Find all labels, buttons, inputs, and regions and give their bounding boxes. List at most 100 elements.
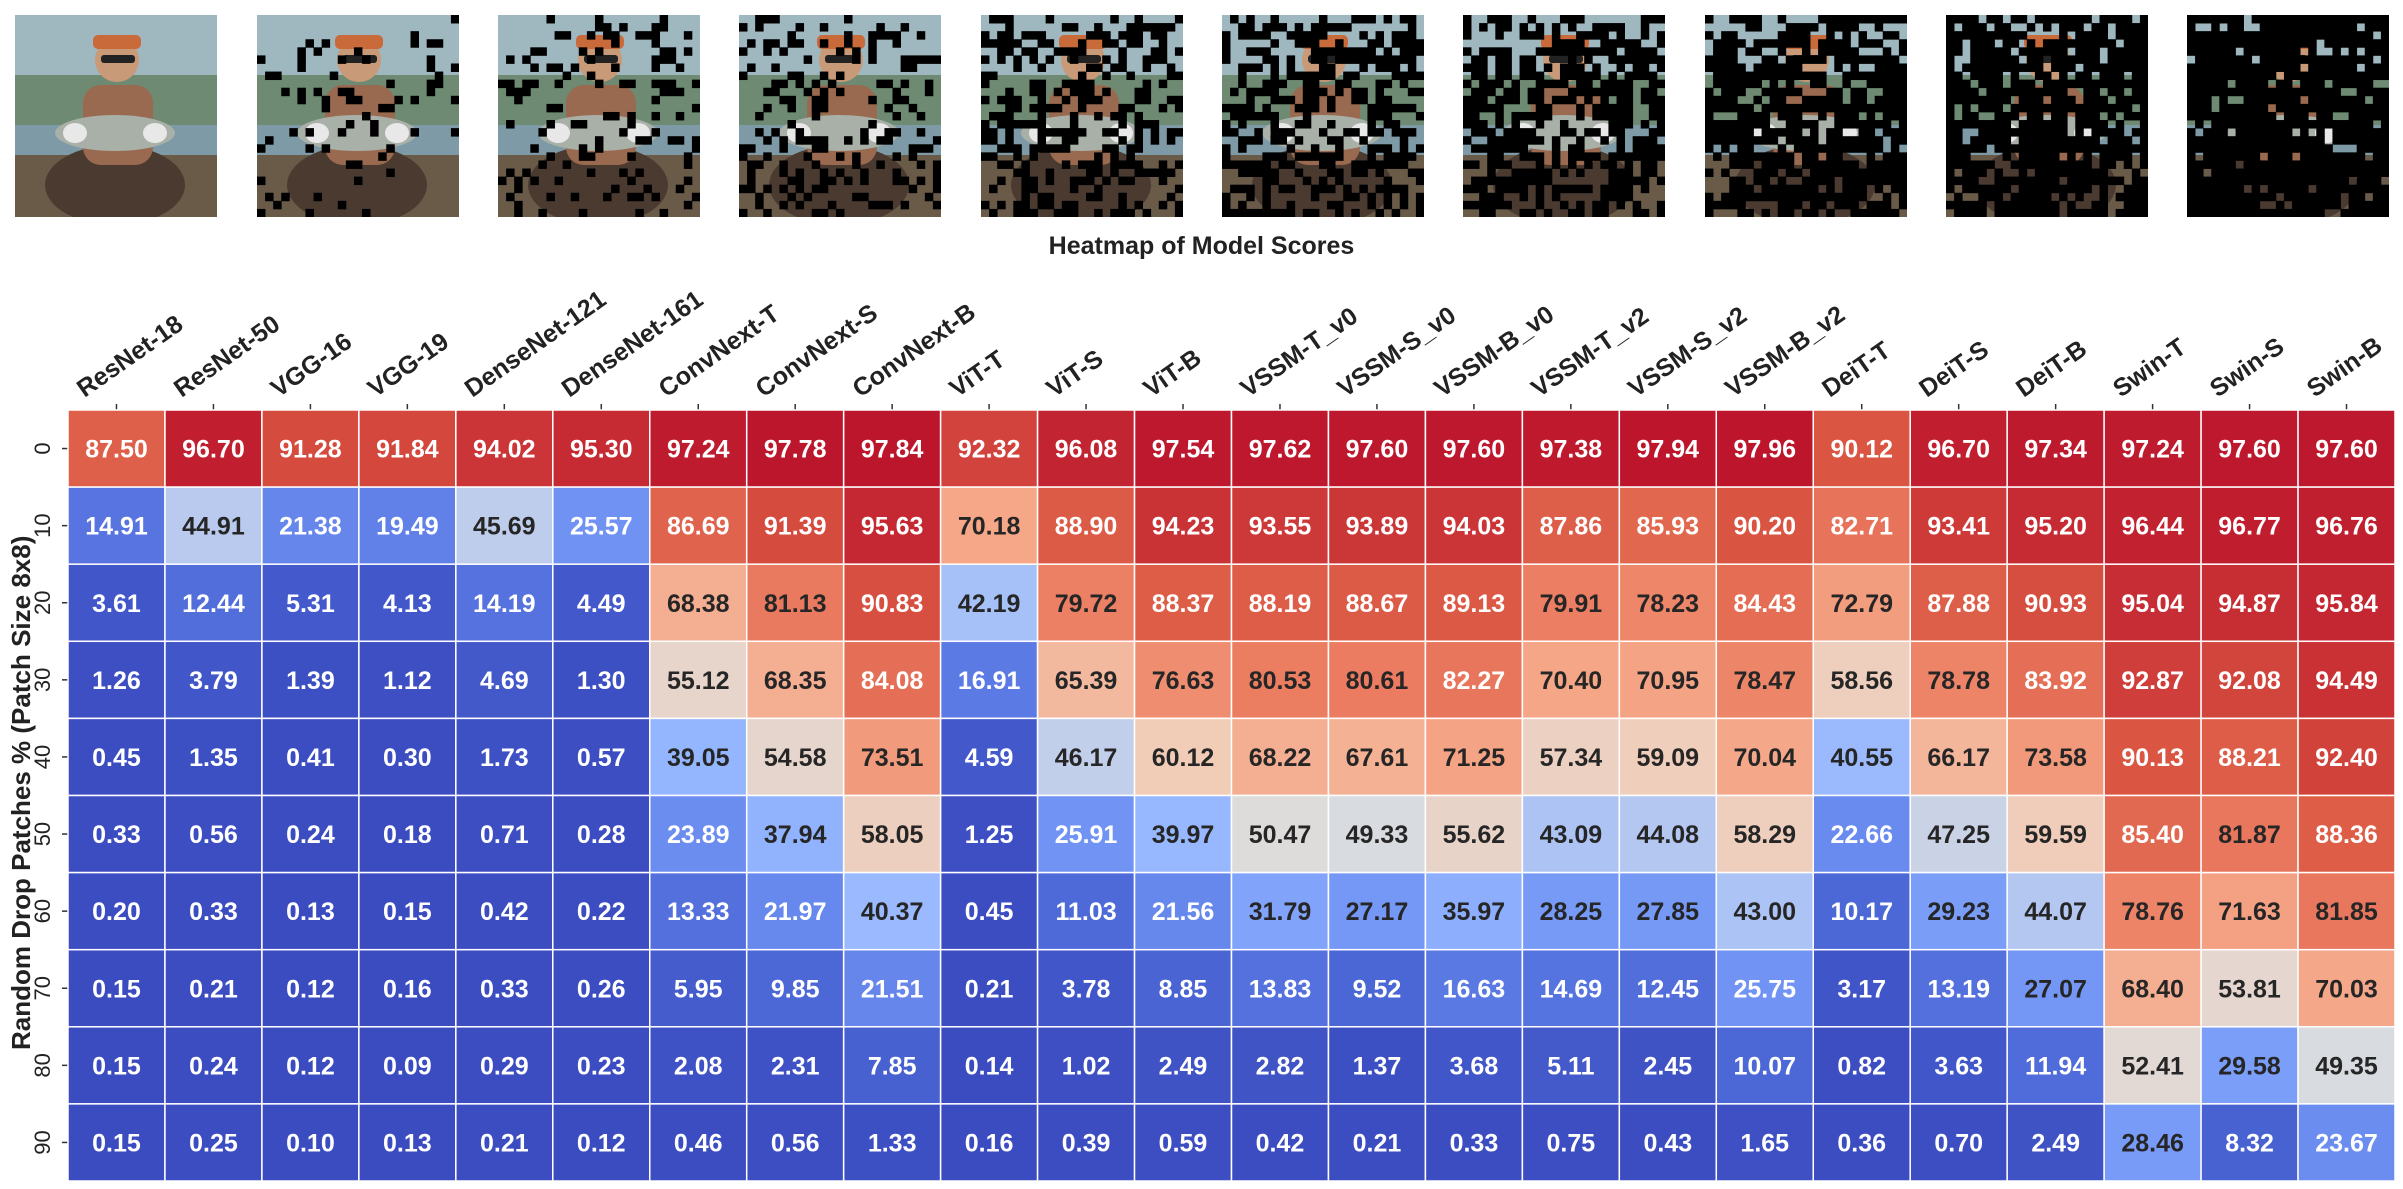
heatmap-cell-50-VGG-16 [261, 794, 360, 874]
heatmap-cell-label: 42.19 [958, 590, 1021, 618]
fish-photo-icon-drop-50 [1222, 15, 1424, 217]
heatmap-cell-label: 0.15 [92, 1129, 141, 1157]
heatmap-cell-70-ConvNext-T [649, 948, 748, 1028]
heatmap-cell-label: 1.65 [1740, 1129, 1789, 1157]
heatmap-cell-20-ResNet-18 [67, 563, 166, 643]
heatmap-cell-label: 2.49 [1159, 1052, 1208, 1080]
heatmap-cell-label: 90.20 [1733, 513, 1796, 541]
heatmap-cell-0-Swin-B [2297, 409, 2396, 488]
heatmap-cell-50-Swin-S [2200, 794, 2299, 874]
heatmap-cell-label: 90.12 [1830, 436, 1893, 464]
heatmap-cell-70-VSSM-S_v2 [1618, 948, 1718, 1028]
heatmap-cell-label: 96.77 [2218, 513, 2281, 541]
heatmap-cell-label: 10.07 [1733, 1052, 1796, 1080]
heatmap-cell-60-DeiT-S [1909, 871, 2008, 951]
heatmap-cell-60-VSSM-S_v2 [1618, 871, 1718, 951]
heatmap-cell-80-DenseNet-161 [552, 1026, 651, 1105]
heatmap-cell-40-DeiT-T [1812, 717, 1911, 797]
heatmap-cell-90-ViT-S [1036, 1103, 1136, 1182]
heatmap-cell-label: 23.89 [667, 821, 730, 849]
heatmap-cell-label: 0.12 [286, 975, 335, 1003]
heatmap-cell-80-VGG-19 [358, 1026, 457, 1105]
heatmap-cell-label: 0.21 [189, 975, 238, 1003]
heatmap-cell-20-VSSM-B_v0 [1424, 563, 1524, 643]
heatmap-cell-label: 22.66 [1830, 821, 1893, 849]
heatmap-cell-label: 55.12 [667, 667, 730, 695]
heatmap-cell-label: 79.72 [1055, 590, 1118, 618]
heatmap-cell-label: 0.33 [1450, 1129, 1499, 1157]
heatmap-cell-80-DeiT-B [2006, 1026, 2105, 1105]
heatmap-cell-0-VSSM-S_v2 [1618, 409, 1718, 488]
heatmap-cell-label: 13.83 [1249, 975, 1312, 1003]
heatmap-cell-30-VSSM-B_v2 [1715, 640, 1815, 720]
heatmap-cell-label: 3.79 [189, 667, 238, 695]
heatmap-cell-label: 43.00 [1733, 898, 1796, 926]
heatmap-cell-label: 1.33 [868, 1129, 917, 1157]
heatmap-cell-30-VGG-19 [358, 640, 457, 720]
heatmap-cell-30-DeiT-T [1812, 640, 1911, 720]
heatmap-cell-0-ViT-S [1036, 409, 1136, 488]
heatmap-cell-10-ResNet-50 [164, 486, 263, 565]
x-tick-label-ViT-B: ViT-B [1138, 344, 1206, 403]
heatmap-cell-label: 0.15 [92, 975, 141, 1003]
heatmap-cell-label: 88.19 [1249, 590, 1312, 618]
heatmap-cell-70-VSSM-T_v0 [1230, 948, 1330, 1028]
heatmap-cell-90-VSSM-B_v2 [1715, 1103, 1815, 1182]
heatmap-cell-10-ViT-B [1133, 486, 1233, 565]
heatmap-cell-90-DeiT-S [1909, 1103, 2008, 1182]
heatmap-cell-label: 27.07 [2024, 975, 2087, 1003]
heatmap-cell-50-VSSM-S_v2 [1618, 794, 1718, 874]
heatmap-cell-label: 72.79 [1830, 590, 1893, 618]
heatmap-cell-40-VSSM-B_v0 [1424, 717, 1524, 797]
heatmap-cell-20-DeiT-T [1812, 563, 1911, 643]
heatmap-cell-label: 87.86 [1540, 513, 1603, 541]
heatmap-cell-label: 0.14 [965, 1052, 1014, 1080]
heatmap-cell-label: 35.97 [1443, 898, 1506, 926]
heatmap-cell-40-ResNet-18 [67, 717, 166, 797]
heatmap-cell-70-DenseNet-161 [552, 948, 651, 1028]
x-tick-label-DeiT-B: DeiT-B [2011, 335, 2092, 403]
heatmap-cell-label: 0.21 [480, 1129, 529, 1157]
heatmap-cell-label: 68.38 [667, 590, 730, 618]
heatmap-cell-label: 0.45 [965, 898, 1014, 926]
heatmap-cell-90-DenseNet-121 [455, 1103, 554, 1182]
heatmap-cell-label: 67.61 [1346, 744, 1409, 772]
heatmap-cell-label: 3.63 [1934, 1052, 1983, 1080]
heatmap-cell-label: 97.78 [764, 436, 827, 464]
heatmap-cell-80-VSSM-S_v2 [1618, 1026, 1718, 1105]
heatmap-cell-label: 0.18 [383, 821, 432, 849]
heatmap-cell-label: 37.94 [764, 821, 827, 849]
heatmap-cell-label: 97.62 [1249, 436, 1312, 464]
heatmap-cell-label: 85.93 [1637, 513, 1700, 541]
heatmap-cell-label: 1.35 [189, 744, 238, 772]
fish-photo-icon-drop-70 [1705, 15, 1907, 217]
heatmap-cell-20-ViT-S [1036, 563, 1136, 643]
heatmap-cell-label: 73.58 [2024, 744, 2087, 772]
heatmap-cell-label: 0.46 [674, 1129, 723, 1157]
heatmap-cell-label: 86.69 [667, 513, 730, 541]
heatmap-cell-label: 96.44 [2121, 513, 2184, 541]
heatmap-cell-label: 0.21 [965, 975, 1014, 1003]
heatmap-cell-40-Swin-T [2103, 717, 2202, 797]
heatmap-cell-90-Swin-T [2103, 1103, 2202, 1182]
heatmap-cell-10-ViT-T [939, 486, 1039, 565]
heatmap-cell-label: 0.26 [577, 975, 626, 1003]
heatmap-cell-40-ViT-B [1133, 717, 1233, 797]
heatmap-cell-label: 7.85 [868, 1052, 917, 1080]
heatmap-cell-40-DenseNet-161 [552, 717, 651, 797]
heatmap-cell-label: 94.87 [2218, 590, 2281, 618]
heatmap-cell-label: 0.42 [480, 898, 529, 926]
heatmap-cell-label: 91.84 [376, 436, 439, 464]
heatmap-cell-30-ConvNext-S [745, 640, 845, 720]
heatmap-cell-label: 83.92 [2024, 667, 2087, 695]
heatmap-title: Heatmap of Model Scores [1048, 232, 1355, 260]
x-tick-label-Swin-B: Swin-B [2302, 331, 2387, 403]
heatmap-cell-20-ViT-B [1133, 563, 1233, 643]
heatmap-cell-60-Swin-B [2297, 871, 2396, 951]
heatmap-cell-0-DenseNet-121 [455, 409, 554, 488]
heatmap-cell-label: 49.33 [1346, 821, 1409, 849]
heatmap-cell-label: 78.76 [2121, 898, 2184, 926]
heatmap-cell-label: 92.87 [2121, 667, 2184, 695]
heatmap-cell-label: 0.13 [286, 898, 335, 926]
